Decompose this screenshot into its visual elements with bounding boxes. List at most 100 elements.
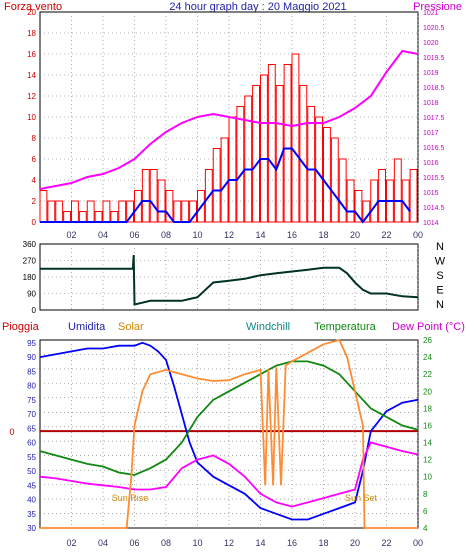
x-tick-label: 06	[129, 538, 139, 548]
y-tick-label: 16	[27, 50, 36, 59]
y2-tick-label: 1021	[423, 10, 439, 17]
y-tick-label: 4	[32, 176, 37, 185]
x-tick-label: 00	[413, 230, 423, 240]
x-tick-label: 18	[318, 230, 328, 240]
humidity-tick-label: 95	[27, 339, 36, 348]
wind-gust-bar	[212, 148, 221, 223]
y2-tick-label: 1019.5	[423, 55, 445, 62]
wind-gust-bar	[283, 64, 292, 223]
humidity-tick-label: 70	[27, 410, 36, 419]
wind-gust-bar	[157, 179, 166, 223]
wind-gust-bar	[252, 85, 260, 223]
humidity-tick-label: 65	[27, 424, 36, 433]
pressure-label: Pressione	[413, 1, 462, 13]
legend-solar: Solar	[118, 321, 144, 333]
wind-gust-bar	[323, 127, 331, 223]
y2-tick-label: 1015	[423, 190, 439, 197]
direction-line	[40, 254, 419, 306]
humidity-tick-label: 50	[27, 467, 36, 476]
y-tick-label: 10	[27, 113, 36, 122]
humidity-tick-label: 75	[27, 396, 36, 405]
temp-tick-label: 8	[423, 490, 428, 499]
humidity-tick-label: 35	[27, 510, 36, 519]
wind-label: Forza vento	[4, 1, 62, 13]
x-tick-label: 04	[98, 538, 108, 548]
y2-tick-label: 1019	[423, 70, 439, 77]
humidity-tick-label: 45	[27, 481, 36, 490]
wind-gust-bar	[197, 190, 205, 223]
wind-gust-bar	[409, 169, 418, 223]
humidity-tick-label: 30	[27, 524, 36, 533]
humidity-line	[39, 341, 419, 521]
chart-title: 24 hour graph day : 20 Maggio 2021	[169, 1, 346, 13]
wind-gust-bar	[267, 64, 276, 223]
x-tick-label: 14	[255, 538, 265, 548]
humidity-tick-label: 85	[27, 367, 36, 376]
y2-tick-label: 1016.5	[423, 145, 445, 152]
wind-gust-bar	[378, 169, 386, 223]
y2-tick-label: 1016	[423, 160, 439, 167]
y2-tick-label: 1018.5	[423, 85, 445, 92]
y-tick-label: 0	[32, 218, 37, 227]
dewpoint-line	[39, 441, 419, 508]
temp-tick-label: 12	[423, 456, 432, 465]
x-tick-label: 08	[161, 538, 171, 548]
direction-tick-label: 270	[23, 257, 37, 266]
humidity-tick-label: 80	[27, 382, 36, 391]
temp-tick-label: 6	[423, 507, 428, 516]
legend-windchill: Windchill	[246, 321, 290, 333]
x-tick-label: 02	[66, 230, 76, 240]
wind-gust-bar	[291, 53, 300, 223]
x-tick-label: 04	[98, 230, 108, 240]
direction-tick-label: 360	[23, 240, 37, 249]
x-tick-label: 10	[192, 230, 202, 240]
humidity-tick-label: 40	[27, 496, 36, 505]
direction-tick-label: 180	[23, 273, 37, 282]
compass-label: S	[436, 270, 443, 282]
x-tick-label: 16	[287, 230, 297, 240]
y2-tick-label: 1017	[423, 130, 439, 137]
x-tick-label: 20	[350, 538, 360, 548]
y-tick-label: 18	[27, 29, 36, 38]
legend-pioggia: Pioggia	[2, 321, 40, 333]
y2-tick-label: 1014.5	[423, 205, 445, 212]
legend-dewpoint: Dew Point (°C)	[392, 321, 465, 333]
sun-rise-label: Sun Rise	[112, 493, 149, 503]
wind-gust-bar	[236, 106, 245, 223]
pressure-line	[39, 49, 419, 190]
compass-label: N	[436, 299, 444, 311]
temp-tick-label: 10	[423, 473, 432, 482]
compass-label: N	[436, 241, 444, 253]
wind-gust-bar	[260, 74, 268, 223]
temp-tick-label: 26	[423, 336, 432, 345]
humidity-tick-label: 90	[27, 353, 36, 362]
wind-gust-bar	[244, 95, 253, 223]
rain-zero-label: 0	[9, 427, 14, 437]
wind-gust-bar	[299, 85, 308, 223]
temp-tick-label: 24	[423, 353, 432, 362]
wind-gust-bar	[346, 179, 355, 223]
solar-line	[40, 338, 418, 529]
y-tick-label: 20	[27, 8, 36, 17]
wind-gust-bar	[330, 137, 339, 223]
temp-tick-label: 4	[423, 524, 428, 533]
y2-tick-label: 1017.5	[423, 115, 445, 122]
y-tick-label: 2	[32, 197, 37, 206]
temp-tick-label: 16	[423, 421, 432, 430]
x-tick-label: 02	[66, 538, 76, 548]
x-tick-label: 12	[224, 538, 234, 548]
temp-tick-label: 14	[423, 439, 432, 448]
x-tick-label: 06	[129, 230, 139, 240]
y2-tick-label: 1014	[423, 220, 439, 227]
y-tick-label: 12	[27, 92, 36, 101]
y-tick-label: 6	[32, 155, 37, 164]
wind-gust-bar	[165, 190, 174, 223]
compass-label: E	[436, 285, 443, 297]
temp-tick-label: 20	[423, 387, 432, 396]
x-tick-label: 14	[255, 230, 265, 240]
temp-tick-label: 22	[423, 370, 432, 379]
x-tick-label: 22	[381, 230, 391, 240]
x-tick-label: 20	[350, 230, 360, 240]
direction-tick-label: 0	[32, 306, 37, 315]
